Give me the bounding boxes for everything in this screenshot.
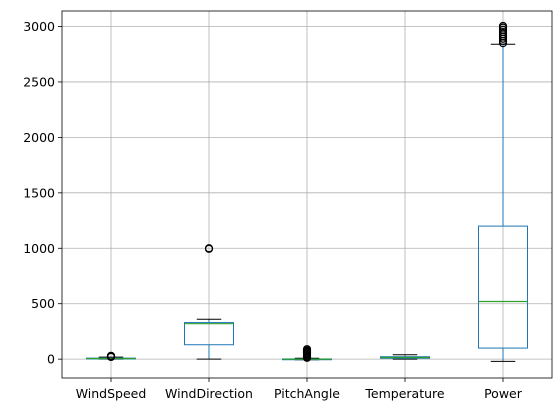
box-iqr xyxy=(478,225,528,349)
x-tick-label: WindSpeed xyxy=(76,386,147,401)
flier-point xyxy=(498,21,508,31)
y-tick-label: 500 xyxy=(31,296,55,311)
flier-point xyxy=(498,27,508,37)
flier-point xyxy=(204,244,214,253)
boxes xyxy=(86,21,528,362)
y-tick-label: 2500 xyxy=(23,74,55,89)
x-tick-label: Temperature xyxy=(364,386,444,401)
box-windspeed xyxy=(86,351,136,362)
box-winddirection xyxy=(184,244,234,360)
y-axis-ticks: 0 500 1000 1500 2000 2500 3000 xyxy=(23,19,62,367)
y-tick-label: 3000 xyxy=(23,19,55,34)
flier-point xyxy=(106,351,116,360)
x-tick-label: Power xyxy=(484,386,523,401)
box-power xyxy=(478,21,528,362)
y-tick-label: 1000 xyxy=(23,241,55,256)
x-tick-label: PitchAngle xyxy=(274,386,340,401)
y-tick-label: 0 xyxy=(47,352,55,367)
flier-point xyxy=(498,25,508,34)
y-tick-label: 2000 xyxy=(23,130,55,145)
flier-point xyxy=(302,345,312,354)
y-tick-label: 1500 xyxy=(23,185,55,200)
box-temperature xyxy=(380,354,430,360)
box-pitchangle xyxy=(282,345,332,362)
box-iqr xyxy=(184,322,234,346)
x-axis-ticks: WindSpeed WindDirection PitchAngle Temperat… xyxy=(76,378,523,401)
x-tick-label: WindDirection xyxy=(165,386,253,401)
